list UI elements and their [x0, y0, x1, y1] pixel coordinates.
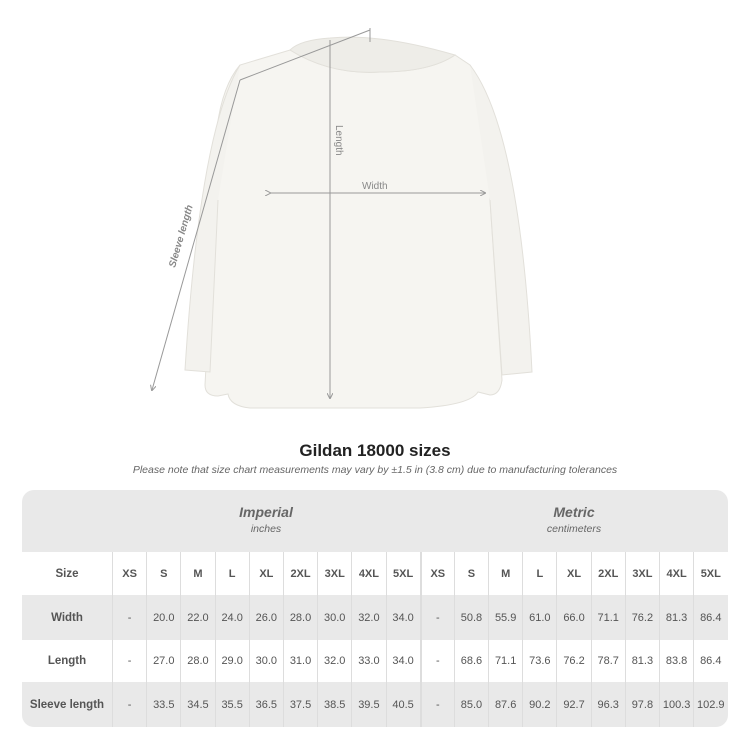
sweatshirt-body — [204, 49, 503, 409]
size-header-cell: L — [214, 552, 249, 595]
metric-value-cell: 68.6 — [453, 640, 488, 682]
imperial-value-cell: 34.5 — [180, 682, 214, 727]
metric-value-cell: 50.8 — [453, 595, 488, 640]
imperial-value-cell: 38.5 — [317, 682, 351, 727]
size-header-cell: 2XL — [282, 552, 317, 595]
size-chart-table: Imperial inches Metric centimeters Size X… — [22, 490, 728, 727]
imperial-title: Imperial — [239, 504, 293, 520]
metric-value-cell: 76.2 — [624, 595, 659, 640]
metric-value-cell: 71.1 — [590, 595, 625, 640]
size-header-row: Size XS S M L XL 2XL 3XL 4XL 5XL XS S M L XL 2XL 3XL 4XL 5… — [22, 552, 728, 595]
imperial-value-cell: 32.0 — [351, 595, 385, 640]
metric-value-cell: 66.0 — [556, 595, 590, 640]
metric-value-cell: - — [419, 640, 454, 682]
metric-value-cell: 87.6 — [488, 682, 522, 727]
size-header-cell: 3XL — [624, 552, 659, 595]
imperial-value-cell: 31.0 — [282, 640, 317, 682]
metric-value-cell: 76.2 — [556, 640, 590, 682]
width-label: Width — [362, 181, 388, 192]
imperial-value-cell: 33.5 — [146, 682, 180, 727]
metric-value-cell: 81.3 — [659, 595, 693, 640]
imperial-value-cell: 24.0 — [214, 595, 249, 640]
imperial-value-cell: 36.5 — [248, 682, 283, 727]
metric-value-cell: - — [419, 595, 454, 640]
size-header-cell: 2XL — [590, 552, 625, 595]
imperial-unit: inches — [250, 523, 282, 535]
imperial-value-cell: - — [112, 640, 146, 682]
size-header-cell: 4XL — [659, 552, 693, 595]
row-label: Sleeve length — [29, 698, 105, 711]
metric-unit: centimeters — [546, 523, 602, 535]
size-header-cell: M — [180, 552, 214, 595]
metric-value-cell: 78.7 — [590, 640, 625, 682]
size-header-cell: XS — [419, 552, 454, 595]
metric-value-cell: 73.6 — [522, 640, 556, 682]
size-header-cell: M — [488, 552, 522, 595]
metric-value-cell: 100.3 — [659, 682, 693, 727]
size-header-cell: 3XL — [317, 552, 351, 595]
imperial-value-cell: 33.0 — [351, 640, 385, 682]
imperial-value-cell: 37.5 — [282, 682, 317, 727]
imperial-value-cell: 29.0 — [214, 640, 249, 682]
metric-value-cell: 61.0 — [522, 595, 556, 640]
imperial-value-cell: 40.5 — [385, 682, 420, 727]
imperial-value-cell: 30.0 — [248, 640, 283, 682]
row-label: Size — [55, 567, 79, 580]
size-header-cell: XL — [556, 552, 590, 595]
tolerance-note: Please note that size chart measurements… — [132, 464, 618, 476]
sweatshirt-illustration: Length Width Sleeve length — [0, 28, 533, 409]
size-header-cell: XL — [248, 552, 283, 595]
imperial-header: Imperial inches — [112, 490, 420, 552]
imperial-value-cell: 34.0 — [385, 640, 420, 682]
row-label: Width — [51, 611, 83, 624]
size-header-cell: S — [146, 552, 180, 595]
imperial-value-cell: 30.0 — [317, 595, 351, 640]
metric-value-cell: 97.8 — [624, 682, 659, 727]
metric-value-cell: 83.8 — [659, 640, 693, 682]
metric-value-cell: 86.4 — [693, 595, 727, 640]
metric-value-cell: 71.1 — [488, 640, 522, 682]
metric-title: Metric — [553, 504, 595, 520]
size-header-cell: 5XL — [693, 552, 727, 595]
size-header-cell: S — [453, 552, 488, 595]
metric-value-cell: 90.2 — [522, 682, 556, 727]
metric-value-cell: 96.3 — [590, 682, 625, 727]
table-row: Sleeve length -33.5 34.5 35.5 36.5 37.5 38.5 39… — [22, 682, 728, 727]
metric-value-cell: 86.4 — [693, 640, 727, 682]
imperial-value-cell: 32.0 — [317, 640, 351, 682]
imperial-value-cell: 28.0 — [180, 640, 214, 682]
metric-value-cell: 102.9 — [693, 682, 727, 727]
metric-value-cell: - — [419, 682, 454, 727]
size-header-cell: 4XL — [351, 552, 385, 595]
length-label: Length — [333, 125, 344, 156]
sleeve-length-label: Sleeve length — [167, 204, 195, 269]
metric-value-cell: 85.0 — [453, 682, 488, 727]
metric-header: Metric centimeters — [420, 490, 728, 552]
imperial-value-cell: 28.0 — [282, 595, 317, 640]
imperial-value-cell: 22.0 — [180, 595, 214, 640]
row-label: Length — [47, 655, 87, 667]
imperial-value-cell: 27.0 — [146, 640, 180, 682]
imperial-value-cell: 26.0 — [248, 595, 283, 640]
metric-value-cell: 81.3 — [624, 640, 659, 682]
imperial-value-cell: 35.5 — [214, 682, 249, 727]
size-header-cell: 5XL — [385, 552, 420, 595]
metric-value-cell: 92.7 — [556, 682, 590, 727]
table-row: Width -20.0 22.0 24.0 26.0 28.0 30.0 32.0 34.0-5… — [22, 595, 728, 640]
table-row: Length -27.0 28.0 29.0 30.0 31.0 32.0 33.0 34.0-… — [22, 640, 728, 682]
size-header-cell: L — [522, 552, 556, 595]
imperial-value-cell: 20.0 — [146, 595, 180, 640]
imperial-value-cell: 39.5 — [351, 682, 385, 727]
page-title: Gildan 18000 sizes — [299, 441, 451, 460]
imperial-value-cell: - — [112, 595, 146, 640]
metric-value-cell: 55.9 — [488, 595, 522, 640]
size-header-cell: XS — [112, 552, 146, 595]
imperial-value-cell: 34.0 — [385, 595, 420, 640]
imperial-value-cell: - — [112, 682, 146, 727]
